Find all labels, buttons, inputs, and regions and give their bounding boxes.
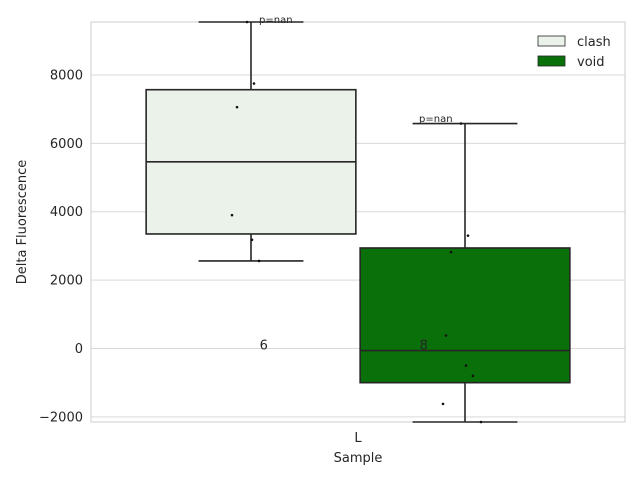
annotations: 6 p=nan 8 p=nan xyxy=(259,15,453,353)
data-point xyxy=(252,82,256,85)
plot-area-frame xyxy=(90,21,626,423)
y-tick-label: 6000 xyxy=(50,137,83,152)
data-point xyxy=(235,105,239,109)
y-tick-label: 8000 xyxy=(50,68,83,83)
pvalue-label: p=nan xyxy=(419,114,453,125)
y-axis-label: Delta Fluorescence xyxy=(15,160,30,284)
box-groups xyxy=(145,20,571,424)
data-point xyxy=(257,259,261,263)
y-tick-label: 0 xyxy=(75,342,83,357)
legend-swatch-void xyxy=(537,55,566,67)
y-tick-label: 4000 xyxy=(50,205,83,220)
data-point xyxy=(441,402,445,406)
data-point xyxy=(464,364,468,367)
data-point xyxy=(245,20,249,24)
data-point xyxy=(466,234,470,237)
count-label: 8 xyxy=(420,338,428,353)
box-iqr xyxy=(359,247,571,384)
data-point xyxy=(479,420,483,424)
legend: clash void xyxy=(537,35,611,70)
x-axis-label: Sample xyxy=(334,451,383,466)
y-tick-label: 2000 xyxy=(50,274,83,289)
data-point xyxy=(230,213,234,217)
x-tick-label: L xyxy=(354,431,362,446)
legend-label-clash: clash xyxy=(577,35,611,50)
box-clash xyxy=(145,20,357,263)
data-point xyxy=(250,238,254,242)
y-tick-labels: −2000 0 2000 4000 6000 8000 xyxy=(39,68,83,425)
data-point xyxy=(449,250,453,254)
box-void xyxy=(359,122,571,424)
data-point xyxy=(471,374,475,378)
data-point xyxy=(459,122,463,125)
data-point xyxy=(444,334,448,337)
y-tick-label: −2000 xyxy=(39,410,83,425)
x-tick-labels: L xyxy=(354,431,362,446)
legend-label-void: void xyxy=(577,55,605,70)
pvalue-label: p=nan xyxy=(259,15,293,26)
legend-swatch-clash xyxy=(537,35,566,47)
count-label: 6 xyxy=(260,338,268,353)
